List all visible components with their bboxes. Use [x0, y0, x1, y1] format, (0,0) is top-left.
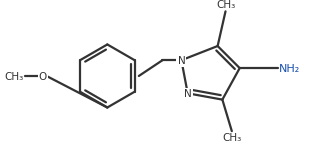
- Text: CH₃: CH₃: [222, 133, 242, 143]
- Text: N: N: [184, 89, 192, 99]
- Text: N: N: [177, 56, 185, 66]
- Text: O: O: [39, 72, 47, 82]
- Text: CH₃: CH₃: [216, 0, 235, 10]
- Text: CH₃: CH₃: [5, 72, 24, 82]
- Text: NH₂: NH₂: [279, 64, 300, 74]
